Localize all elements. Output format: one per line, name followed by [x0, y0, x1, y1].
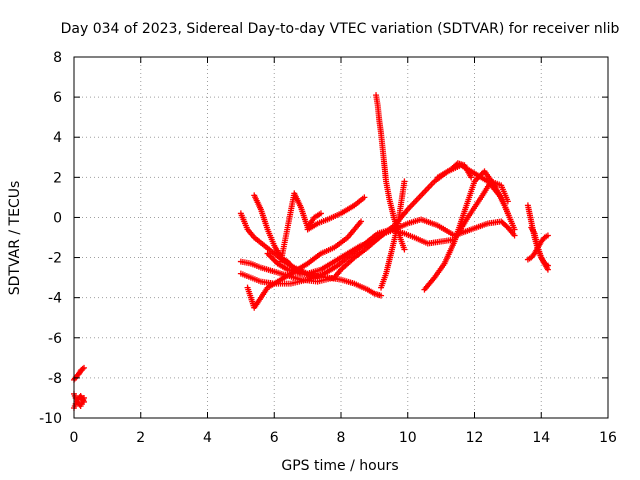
series-late-b [524, 232, 551, 263]
grid-lines [74, 57, 608, 418]
series-arc-6 [277, 190, 324, 265]
series-spike [373, 92, 408, 253]
series-arc-5 [251, 192, 304, 277]
series-early-a [71, 364, 88, 383]
y-tick-label: -6 [48, 331, 62, 347]
x-tick-label: 0 [70, 430, 79, 446]
y-tick-label: -4 [48, 291, 62, 307]
y-tick-label: 0 [53, 210, 62, 226]
x-tick-label: 10 [399, 430, 417, 446]
y-tick-label: 4 [53, 130, 62, 146]
data-point [79, 365, 86, 372]
data-point [503, 223, 510, 230]
x-tick-label: 2 [136, 430, 145, 446]
y-axis-ticks: -10 -8 -6 -4 -2 0 2 4 6 8 [39, 50, 608, 427]
x-tick-label: 8 [337, 430, 346, 446]
y-tick-label: -2 [48, 251, 62, 267]
x-tick-label: 6 [270, 430, 279, 446]
x-tick-label: 4 [203, 430, 212, 446]
chart-title: Day 034 of 2023, Sidereal Day-to-day VTE… [61, 21, 620, 37]
y-tick-label: -8 [48, 371, 62, 387]
data-series [71, 92, 551, 411]
data-point [544, 232, 551, 239]
x-axis-label: GPS time / hours [281, 458, 398, 474]
series-arc-7 [304, 194, 368, 233]
series-arc-9 [378, 178, 408, 291]
y-tick-label: -10 [39, 411, 62, 427]
x-axis-ticks: 0 2 4 6 8 10 12 14 16 [70, 57, 617, 446]
data-point [401, 178, 408, 185]
series-arc-10 [421, 168, 518, 293]
data-point [504, 198, 511, 205]
data-point [358, 218, 365, 225]
x-tick-label: 14 [532, 430, 550, 446]
data-point [378, 292, 385, 299]
data-point [317, 210, 324, 217]
series-arc-11 [434, 160, 475, 181]
data-point [544, 262, 551, 269]
y-tick-label: 6 [53, 90, 62, 106]
data-point [401, 246, 408, 253]
data-point [511, 226, 518, 233]
y-tick-label: 8 [53, 50, 62, 66]
data-point [271, 257, 278, 264]
y-tick-label: 2 [53, 170, 62, 186]
y-axis-label: SDTVAR / TECUs [7, 181, 23, 296]
series-late-c [528, 224, 551, 269]
series-arc-3 [237, 178, 511, 287]
x-tick-label: 16 [599, 430, 617, 446]
data-point [511, 232, 518, 239]
data-point [468, 174, 475, 181]
data-point [361, 194, 368, 201]
data-point [81, 364, 88, 371]
x-tick-label: 12 [466, 430, 484, 446]
data-point [81, 394, 88, 401]
series-arc-8 [264, 250, 385, 299]
